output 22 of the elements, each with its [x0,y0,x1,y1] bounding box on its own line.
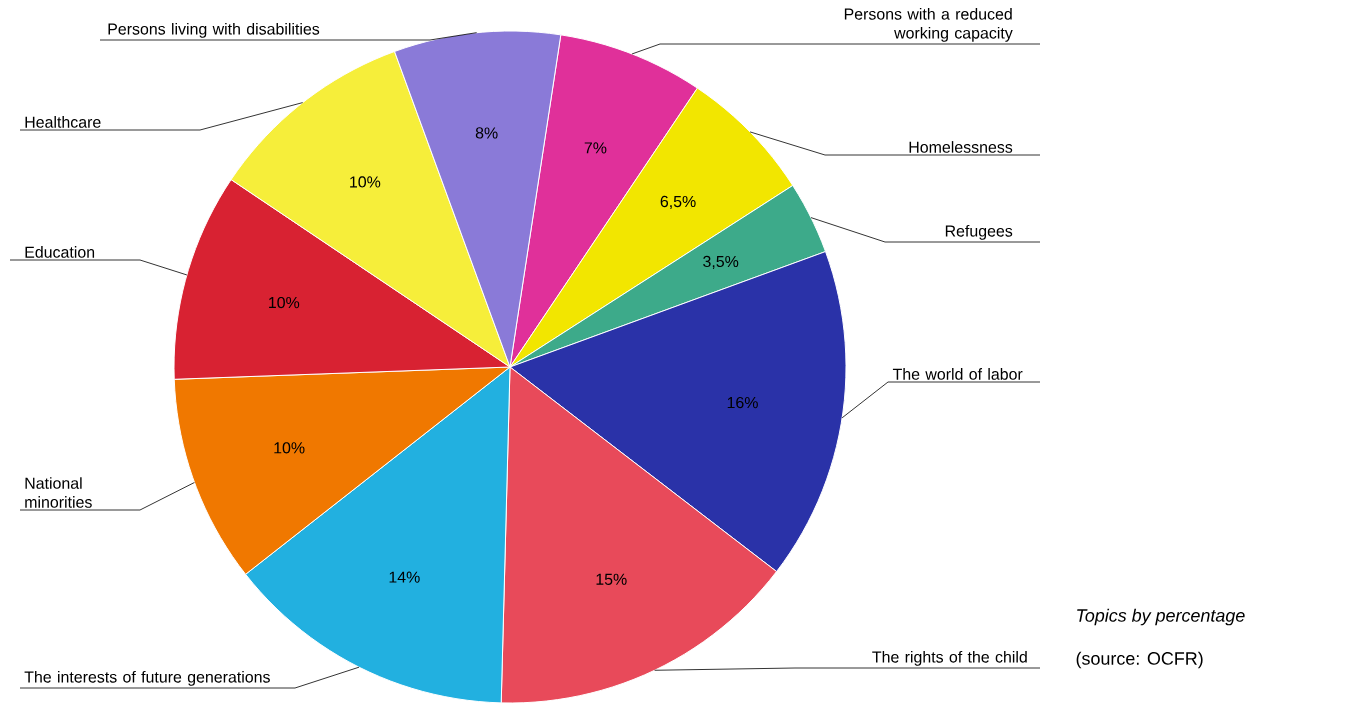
data-label: 6,5% [660,195,696,210]
data-label: 10% [274,442,305,454]
text: (source: OCFR) [1076,651,1203,669]
text: Topics by percentage [1077,608,1245,626]
slice-label: Healthcare [25,116,101,128]
slice-label: The world of labor [892,368,1023,380]
data-label: 14% [389,571,420,583]
slice-label: The interests of future generations [24,670,270,686]
slice-label: Persons living with disabilities [108,22,320,38]
data-label: 10% [350,176,381,188]
slice-label: Homelessness [909,141,1013,153]
data-label: 15% [596,573,627,585]
data-label: 10% [269,296,300,309]
slice-label: The rights of the child [872,650,1027,666]
data-label: 3,5% [703,255,739,269]
data-label: 16% [727,396,758,409]
slice-label: Refugees [945,224,1013,240]
data-label: 8% [475,127,498,139]
data-label: 7% [584,142,607,154]
slice-label: National minorities [25,477,92,508]
slice-label: Education [25,246,95,258]
slice-label: Persons with a reduced working capacity [844,8,1013,42]
